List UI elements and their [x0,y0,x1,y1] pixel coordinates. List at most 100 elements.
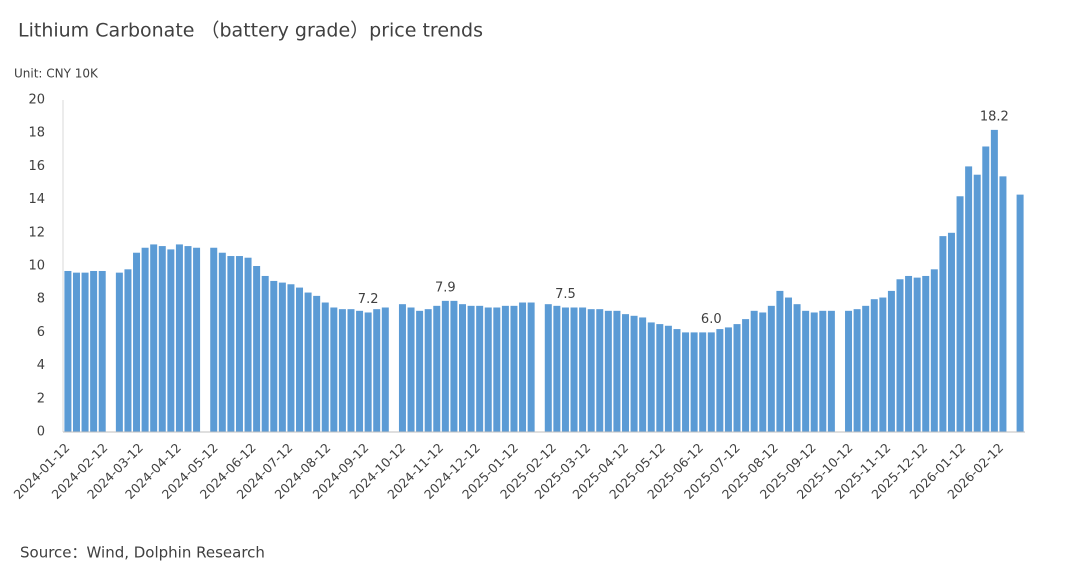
bar [373,309,381,432]
bar [424,309,432,432]
bar [862,305,870,432]
bar [887,290,895,432]
bar [673,329,681,432]
bar [990,129,998,432]
bar [776,290,784,432]
bar [930,269,938,432]
bar [544,304,552,432]
data-label: 7.9 [435,280,456,295]
bar [896,279,904,432]
bar [167,249,175,432]
bar [827,310,835,432]
y-tick-label: 0 [37,425,45,440]
bar [158,246,166,432]
y-tick-label: 2 [37,391,45,406]
bar [476,305,484,432]
bar [90,270,98,432]
bar [613,310,621,432]
bar [982,146,990,433]
bar [759,312,767,432]
data-label: 18.2 [980,109,1009,124]
chart-title: Lithium Carbonate （battery grade）price t… [18,20,483,42]
bar [235,256,243,432]
bar [767,305,775,432]
bar [819,310,827,432]
unit-label: Unit: CNY 10K [14,67,99,81]
bar [501,305,509,432]
bar [175,244,183,432]
bar [381,307,389,432]
bar [450,300,458,432]
bar [287,284,295,432]
bar [973,174,981,432]
bar [922,275,930,432]
bar [570,307,578,432]
bar [742,319,750,432]
bar [244,257,252,432]
data-label: 7.5 [555,287,576,302]
bar [321,302,329,432]
bar [296,287,304,432]
bar [1016,194,1024,432]
bar [416,310,424,432]
bar [553,305,561,432]
bar [913,277,921,432]
y-tick-label: 12 [28,225,45,240]
bar [347,309,355,432]
source-note: Source：Wind, Dolphin Research [20,544,265,562]
bar [793,304,801,432]
bar [905,275,913,432]
bar [81,272,89,432]
bar [459,304,467,432]
bar [716,329,724,432]
bar [433,305,441,432]
bar [682,332,690,432]
bar [690,332,698,432]
bar [947,232,955,432]
bar [579,307,587,432]
bar [750,310,758,432]
bar [98,270,106,432]
bar [999,176,1007,432]
bar [802,310,810,432]
bar [141,247,149,432]
bar [441,300,449,432]
bar [604,310,612,432]
bar [278,282,286,432]
bar [561,307,569,432]
bar [724,327,732,432]
bar [398,304,406,432]
bar [115,272,123,432]
bar [493,307,501,432]
bar [338,309,346,432]
bar [484,307,492,432]
bar [956,196,964,432]
bar [133,252,141,432]
bar [64,270,72,432]
y-tick-label: 16 [28,159,45,174]
bar [193,247,201,432]
y-tick-label: 14 [28,192,45,207]
bar [519,302,527,432]
bar [870,299,878,432]
bar [664,325,672,432]
bar [647,322,655,432]
bar [218,252,226,432]
bar [270,280,278,432]
bar [630,315,638,432]
y-tick-label: 4 [37,358,45,373]
bar [853,309,861,432]
y-tick-label: 18 [28,126,45,141]
bar [879,297,887,432]
bar [184,246,192,432]
data-label: 7.2 [358,292,379,307]
bar [261,275,269,432]
bar [124,269,132,432]
y-tick-label: 10 [28,259,45,274]
bar [150,244,158,432]
y-tick-label: 6 [37,325,45,340]
bar [510,305,518,432]
bar [845,310,853,432]
